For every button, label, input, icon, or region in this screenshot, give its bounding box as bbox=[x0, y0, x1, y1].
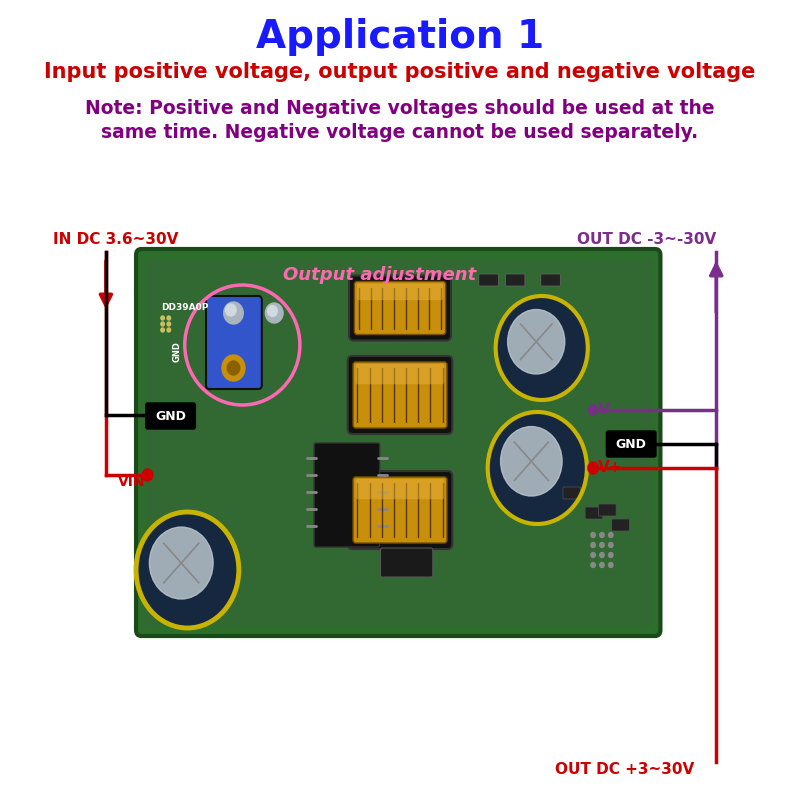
Circle shape bbox=[588, 462, 598, 474]
Circle shape bbox=[508, 310, 565, 374]
Text: OUT DC +3~30V: OUT DC +3~30V bbox=[555, 762, 694, 778]
Text: OUT DC -3~-30V: OUT DC -3~-30V bbox=[577, 233, 717, 247]
FancyBboxPatch shape bbox=[348, 471, 452, 549]
Circle shape bbox=[161, 328, 164, 332]
FancyBboxPatch shape bbox=[145, 259, 651, 626]
FancyBboxPatch shape bbox=[612, 519, 630, 531]
Text: DD39A0P: DD39A0P bbox=[161, 302, 208, 311]
Text: same time. Negative voltage cannot be used separately.: same time. Negative voltage cannot be us… bbox=[102, 123, 698, 142]
FancyBboxPatch shape bbox=[585, 507, 603, 519]
Circle shape bbox=[161, 316, 164, 320]
FancyBboxPatch shape bbox=[598, 504, 616, 516]
Text: Output adjustment: Output adjustment bbox=[283, 266, 476, 284]
FancyBboxPatch shape bbox=[349, 275, 451, 341]
Text: VIN: VIN bbox=[118, 475, 146, 489]
Text: Application 1: Application 1 bbox=[256, 18, 544, 56]
FancyBboxPatch shape bbox=[353, 477, 447, 543]
Text: IN DC 3.6~30V: IN DC 3.6~30V bbox=[53, 233, 178, 247]
FancyBboxPatch shape bbox=[541, 274, 560, 286]
Circle shape bbox=[600, 533, 604, 538]
Circle shape bbox=[609, 562, 613, 567]
FancyBboxPatch shape bbox=[357, 283, 443, 300]
Circle shape bbox=[136, 512, 238, 628]
Circle shape bbox=[600, 562, 604, 567]
Circle shape bbox=[609, 533, 613, 538]
Circle shape bbox=[609, 542, 613, 547]
FancyBboxPatch shape bbox=[356, 479, 444, 499]
FancyBboxPatch shape bbox=[348, 356, 452, 434]
Circle shape bbox=[496, 296, 588, 400]
Circle shape bbox=[591, 562, 595, 567]
FancyBboxPatch shape bbox=[354, 282, 446, 334]
Circle shape bbox=[224, 302, 243, 324]
Text: Input positive voltage, output positive and negative voltage: Input positive voltage, output positive … bbox=[44, 62, 756, 82]
Circle shape bbox=[167, 328, 170, 332]
FancyBboxPatch shape bbox=[563, 487, 581, 499]
Circle shape bbox=[591, 553, 595, 558]
FancyBboxPatch shape bbox=[136, 249, 661, 636]
FancyBboxPatch shape bbox=[356, 364, 444, 384]
FancyBboxPatch shape bbox=[381, 548, 433, 577]
Circle shape bbox=[161, 322, 164, 326]
Circle shape bbox=[222, 355, 245, 381]
FancyBboxPatch shape bbox=[506, 274, 525, 286]
Text: V-: V- bbox=[598, 402, 614, 418]
FancyBboxPatch shape bbox=[146, 403, 195, 429]
FancyBboxPatch shape bbox=[314, 443, 380, 547]
Text: V+: V+ bbox=[598, 461, 622, 475]
Text: GND: GND bbox=[155, 410, 186, 422]
Text: Note: Positive and Negative voltages should be used at the: Note: Positive and Negative voltages sho… bbox=[85, 98, 715, 118]
FancyBboxPatch shape bbox=[206, 296, 262, 389]
Circle shape bbox=[226, 304, 236, 316]
Circle shape bbox=[600, 542, 604, 547]
Circle shape bbox=[150, 527, 213, 599]
FancyBboxPatch shape bbox=[479, 274, 498, 286]
Circle shape bbox=[600, 553, 604, 558]
Circle shape bbox=[488, 412, 587, 524]
Circle shape bbox=[267, 306, 278, 317]
Text: GND: GND bbox=[616, 438, 646, 450]
Circle shape bbox=[266, 303, 283, 323]
Circle shape bbox=[501, 426, 562, 496]
FancyBboxPatch shape bbox=[353, 362, 447, 428]
Circle shape bbox=[142, 469, 153, 481]
Circle shape bbox=[167, 316, 170, 320]
FancyBboxPatch shape bbox=[606, 431, 656, 457]
Circle shape bbox=[227, 361, 240, 375]
Text: GND: GND bbox=[172, 342, 182, 362]
Circle shape bbox=[591, 542, 595, 547]
Circle shape bbox=[591, 533, 595, 538]
Circle shape bbox=[167, 322, 170, 326]
Circle shape bbox=[589, 405, 598, 415]
Circle shape bbox=[609, 553, 613, 558]
